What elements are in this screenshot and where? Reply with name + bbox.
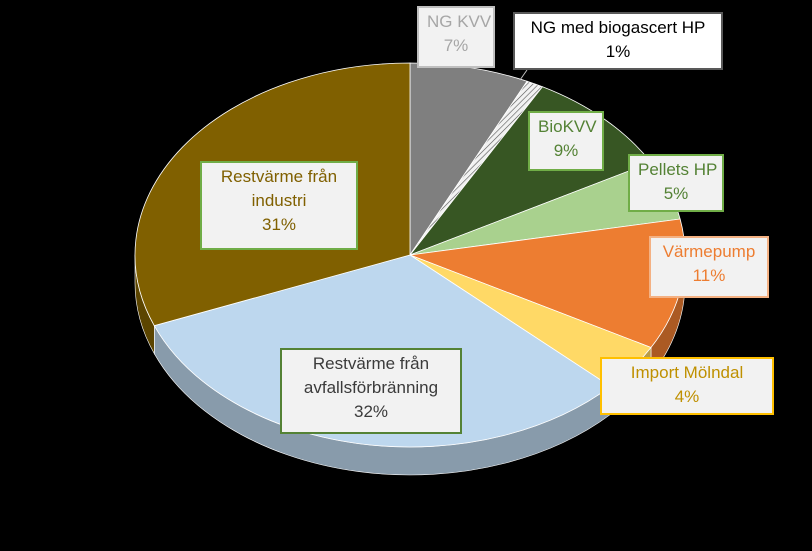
data-label-avfall: Restvärme från avfallsförbränning 32% bbox=[280, 348, 462, 434]
data-label-name: BioKVV bbox=[538, 117, 597, 136]
data-label-percent: 32% bbox=[353, 402, 389, 421]
data-label-percent: 31% bbox=[261, 215, 297, 234]
data-label-name: Restvärme från bbox=[312, 354, 430, 373]
data-label-name: NG med biogascert HP bbox=[530, 18, 706, 37]
data-label-biokvv: BioKVV 9% bbox=[528, 111, 604, 171]
data-label-name: industri bbox=[251, 191, 307, 210]
data-label-industri: Restvärme från industri 31% bbox=[200, 161, 358, 250]
data-label-percent: 4% bbox=[674, 387, 700, 406]
data-label-ngbio: NG med biogascert HP 1% bbox=[513, 12, 723, 70]
data-label-name: NG KVV bbox=[427, 12, 492, 31]
data-label-percent: 11% bbox=[692, 266, 726, 285]
data-label-name: Import Mölndal bbox=[630, 363, 744, 382]
data-label-varmepump: Värmepump 11% bbox=[649, 236, 769, 298]
leader-line-ngbio bbox=[519, 69, 528, 81]
data-label-percent: 1% bbox=[605, 42, 631, 61]
data-label-percent: 7% bbox=[443, 36, 469, 55]
data-label-name: Värmepump bbox=[662, 242, 756, 261]
data-label-percent: 5% bbox=[663, 184, 689, 203]
data-label-name: Restvärme från bbox=[220, 167, 338, 186]
data-label-name: Pellets HP bbox=[638, 160, 718, 179]
data-label-pellets: Pellets HP 5% bbox=[628, 154, 724, 212]
data-label-percent: 9% bbox=[553, 141, 579, 160]
data-label-ngkvv: NG KVV 7% bbox=[417, 6, 495, 68]
data-label-import: Import Mölndal 4% bbox=[600, 357, 774, 415]
data-label-name: avfallsförbränning bbox=[303, 378, 439, 397]
